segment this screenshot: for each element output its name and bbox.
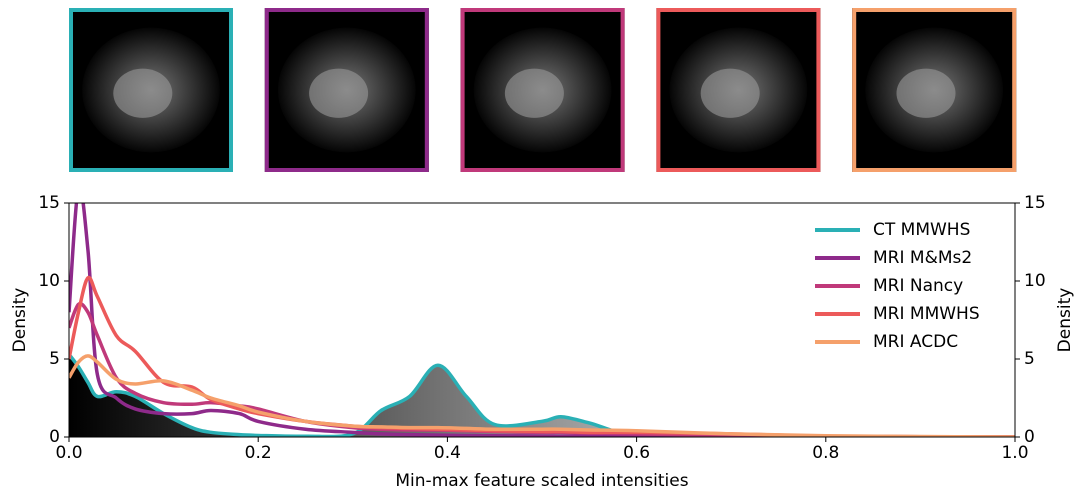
x-tick-label: 0.8 [812,443,839,463]
y-tick-label: 10 [38,271,60,291]
y-tick-label: 5 [49,349,60,369]
y2-axis-label: Density [1055,288,1075,353]
y-tick-label: 0 [49,427,60,447]
x-tick-label: 0.4 [434,443,461,463]
y2-tick-label: 0 [1024,427,1035,447]
legend-label: MRI Nancy [873,276,963,296]
y-tick-label: 15 [38,193,60,213]
scan-organ [896,69,955,118]
x-tick-label: 0.6 [623,443,650,463]
y-axis-label: Density [10,288,30,353]
scan-organ [113,69,172,118]
density-line [69,278,1015,437]
figure: 0.00.20.40.60.81.0005510101515CT MMWHSMR… [0,0,1080,493]
x-axis-label: Min-max feature scaled intensities [395,471,688,491]
scan-organ [309,69,368,118]
scan-thumbnails [69,8,1016,172]
y2-tick-label: 15 [1024,193,1046,213]
legend-label: CT MMWHS [873,220,970,240]
y2-tick-label: 5 [1024,349,1035,369]
legend-label: MRI M&Ms2 [873,248,972,268]
scan-organ [701,69,760,118]
legend-label: MRI ACDC [873,332,958,352]
legend-label: MRI MMWHS [873,304,980,324]
density-area [69,354,1015,437]
y2-tick-label: 10 [1024,271,1046,291]
x-tick-label: 0.2 [245,443,272,463]
scan-organ [505,69,564,118]
